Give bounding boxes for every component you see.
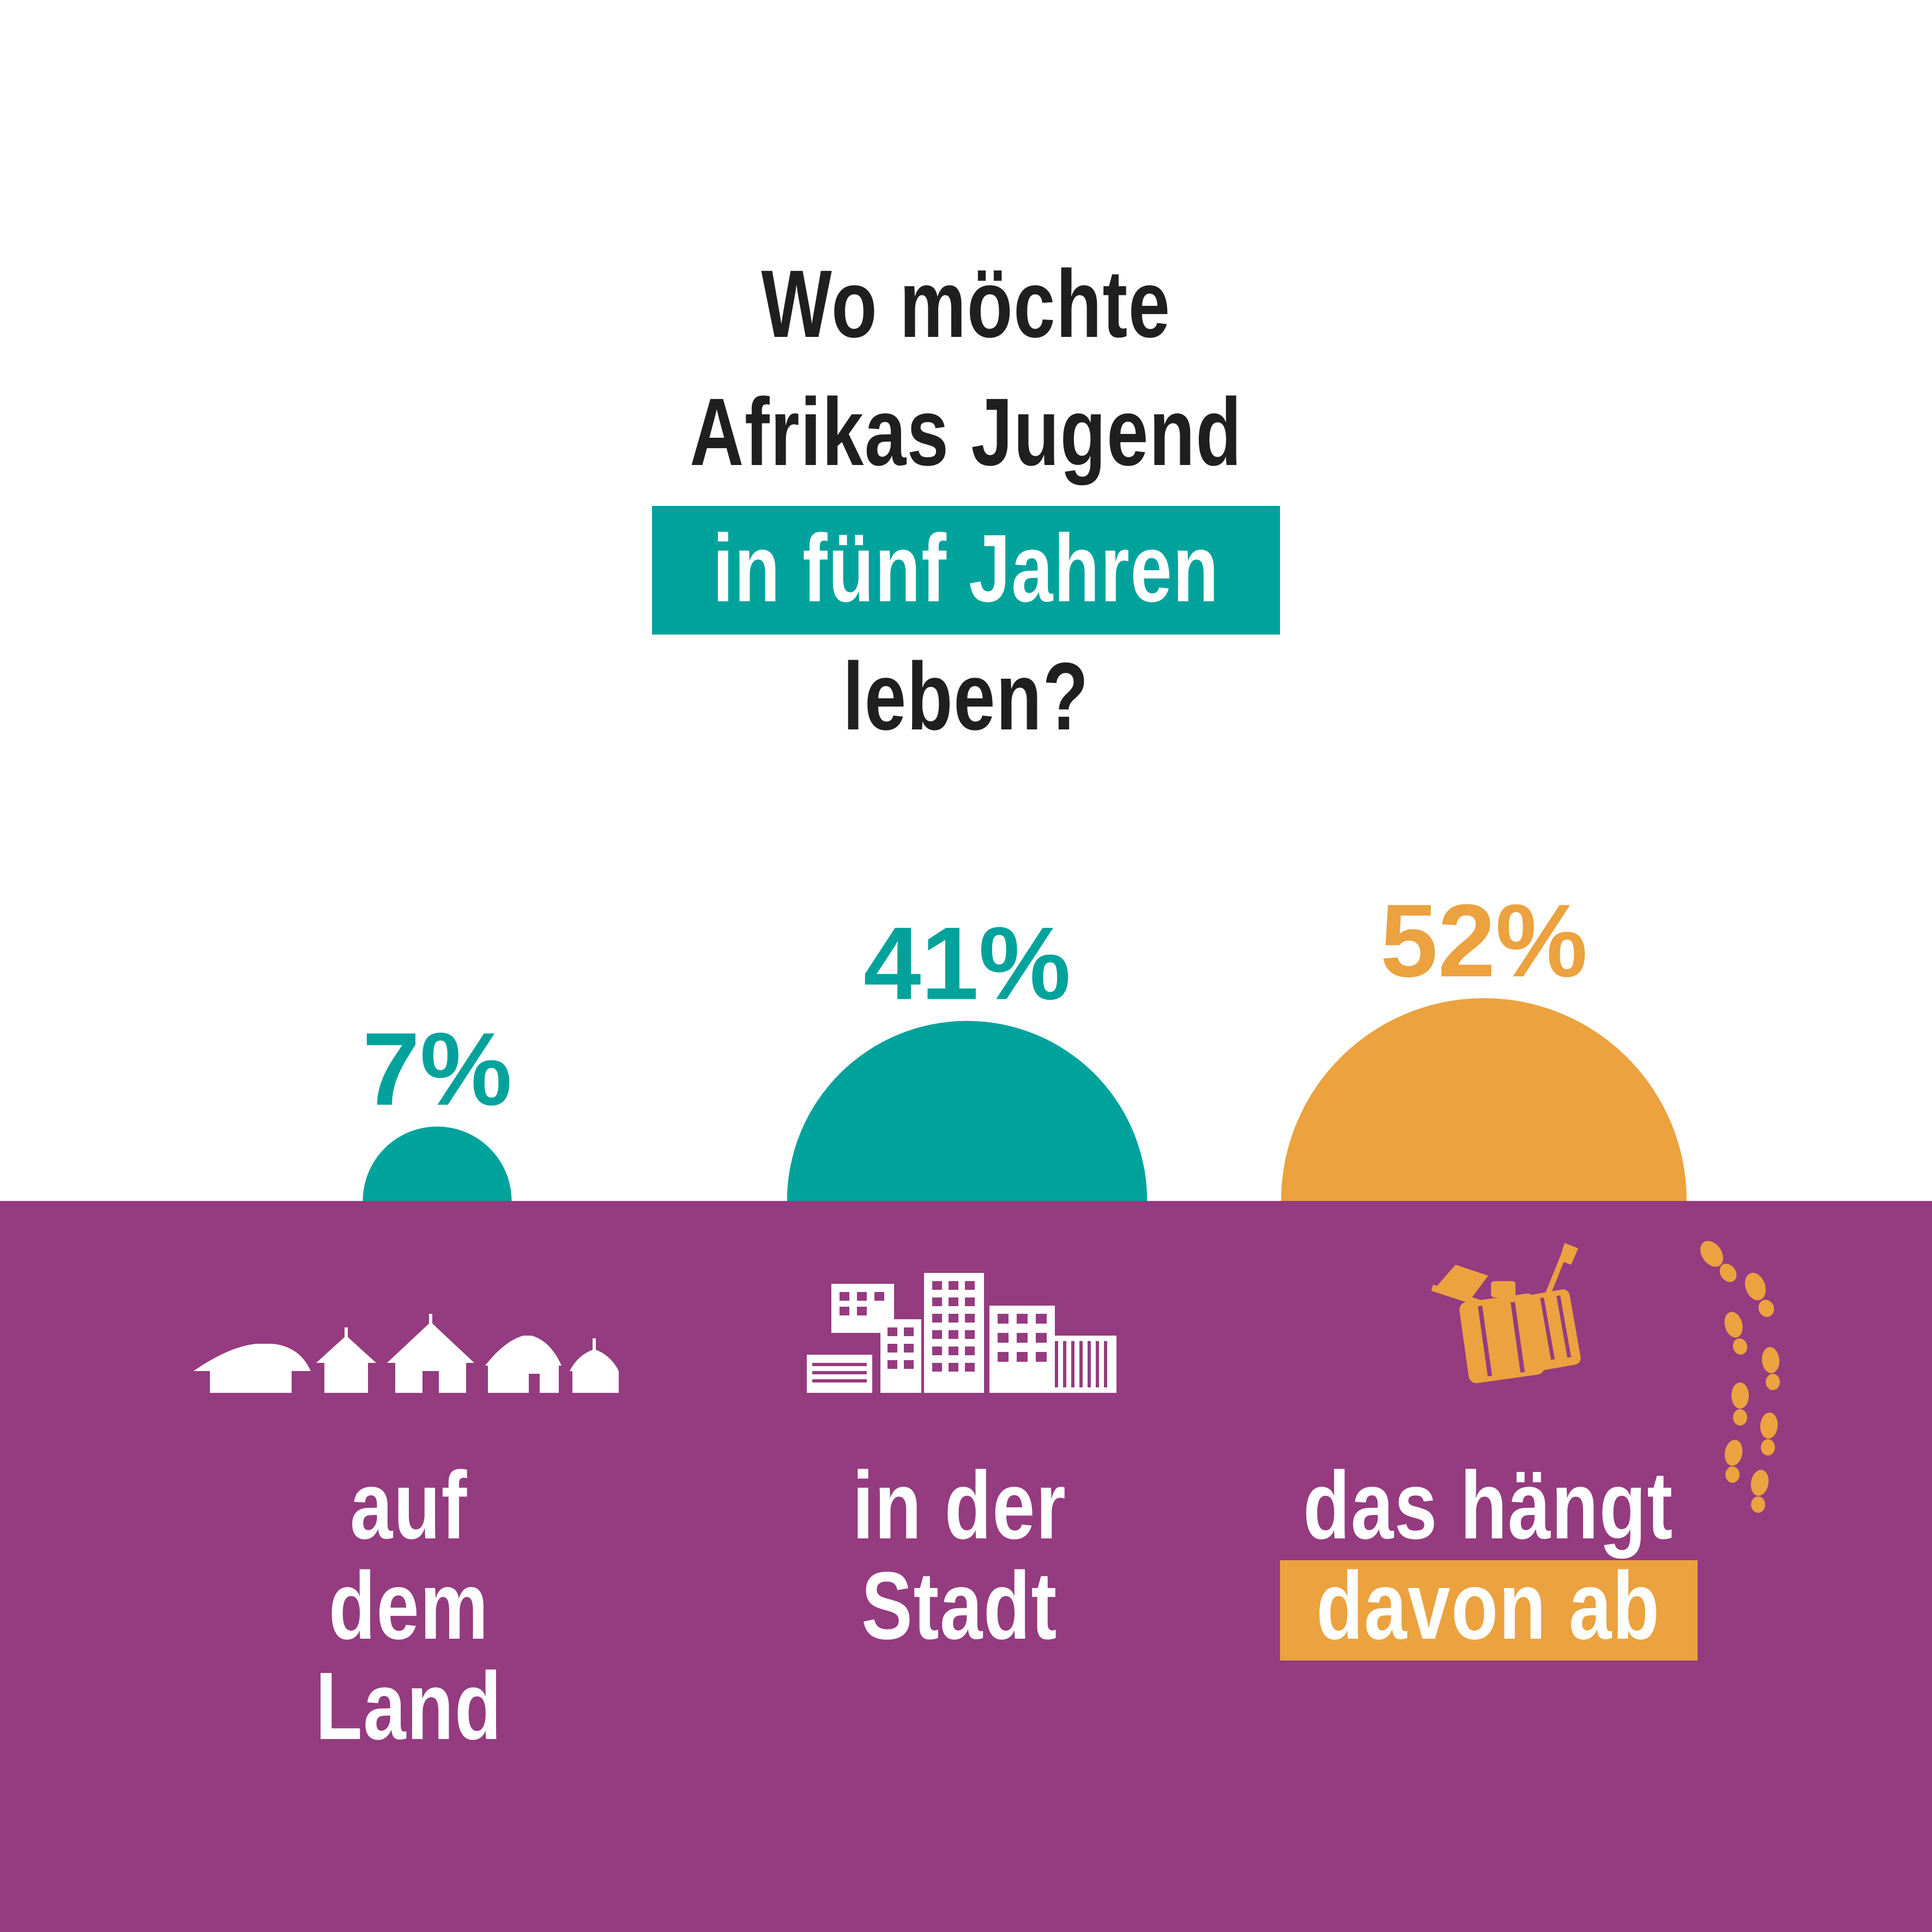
footprints-icon xyxy=(1700,1241,1780,1513)
title-line-4: leben? xyxy=(843,643,1089,750)
label-depends-line1: das hängt xyxy=(1303,1452,1674,1559)
half-circle-0 xyxy=(363,1126,512,1201)
half-circle-1 xyxy=(787,1021,1148,1201)
label-city: in der Stadt xyxy=(796,1456,1123,1656)
label-depends-line2: davon ab xyxy=(1316,1553,1661,1659)
title-line-1: Wo möchte xyxy=(761,251,1171,358)
value-label-2: 52% xyxy=(1380,883,1587,999)
title-line-2: Afrikas Jugend xyxy=(690,379,1242,486)
label-city-line2: Stadt xyxy=(861,1553,1058,1659)
half-circle-2 xyxy=(1281,998,1687,1201)
label-country: auf dem Land xyxy=(245,1456,572,1756)
title-highlight: in fünf Jahren xyxy=(713,515,1219,622)
title-highlight-box xyxy=(652,506,1280,635)
label-depends: das hängt davon ab xyxy=(1254,1456,1723,1656)
city-buildings-icon xyxy=(807,1273,1116,1393)
depends-highlight-box xyxy=(1280,1560,1698,1661)
label-country-line1: auf dem xyxy=(328,1452,490,1659)
suitcase-luggage-icon xyxy=(1431,1243,1581,1384)
village-huts-icon xyxy=(194,1314,619,1393)
value-label-0: 7% xyxy=(363,1012,512,1127)
label-country-line2: Land xyxy=(315,1653,503,1760)
label-city-line1: in der xyxy=(852,1452,1067,1559)
value-label-1: 41% xyxy=(864,906,1071,1022)
